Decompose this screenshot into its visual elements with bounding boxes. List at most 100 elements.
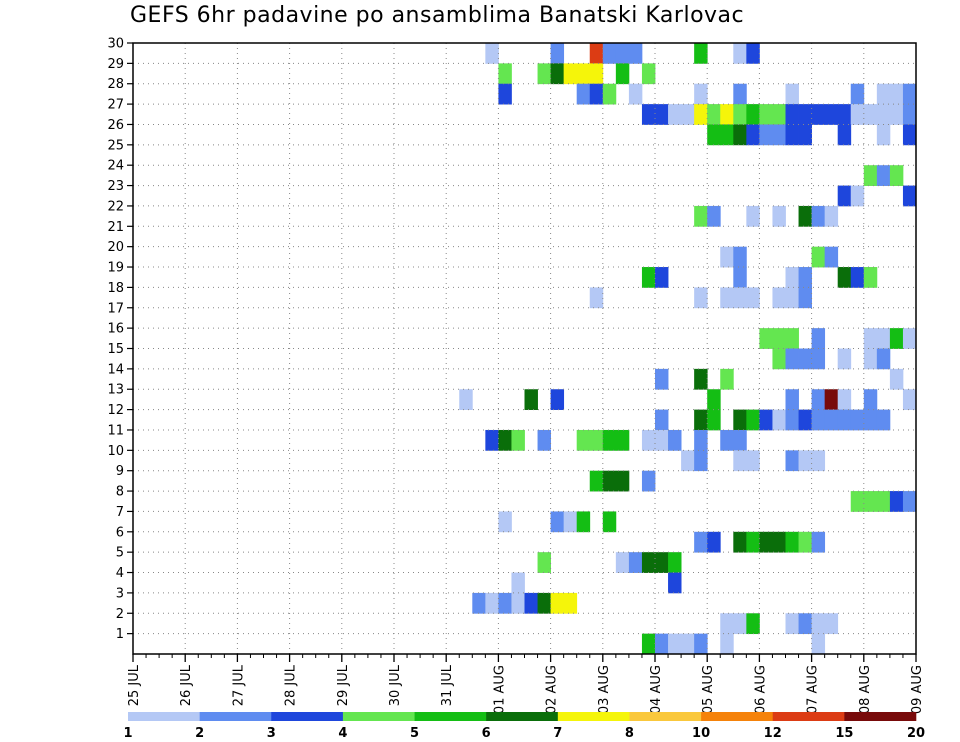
legend-swatch	[772, 712, 845, 721]
y-tick-label: 3	[116, 586, 124, 601]
heatmap-cell	[720, 613, 734, 635]
legend-swatch	[414, 712, 487, 721]
heatmap-cell	[824, 409, 839, 431]
heatmap-cell	[733, 287, 747, 309]
heatmap-cell	[694, 633, 708, 655]
heatmap-cell	[655, 267, 669, 288]
legend-swatch	[128, 712, 200, 721]
heatmap-cell	[707, 409, 721, 431]
heatmap-cell	[746, 43, 760, 64]
legend-label: 3	[267, 726, 276, 741]
heatmap-cell	[876, 104, 891, 125]
heatmap-cell	[759, 104, 773, 125]
heatmap-cell	[850, 267, 865, 288]
heatmap-cell	[733, 613, 747, 635]
heatmap-cell	[615, 552, 630, 573]
heatmap-cell	[863, 348, 878, 370]
heatmap-cell	[772, 531, 786, 553]
heatmap-cell	[785, 83, 799, 105]
heatmap-cell	[563, 63, 578, 85]
heatmap-cell	[746, 450, 760, 472]
heatmap-cell	[498, 429, 512, 451]
heatmap-cell	[889, 104, 904, 125]
heatmap-cell	[824, 205, 839, 227]
heatmap-cell	[772, 287, 786, 309]
heatmap-cell	[759, 409, 773, 431]
heatmap-cell	[863, 491, 878, 512]
heatmap-cell	[811, 205, 826, 227]
heatmap-cell	[498, 511, 512, 533]
x-tick-label: 01 AUG	[492, 665, 507, 714]
heatmap-cell	[785, 124, 799, 146]
heatmap-cell	[550, 511, 565, 533]
color-legend: 1 2 3 4 5 6 7 8 10 12 15 20	[123, 712, 925, 741]
heatmap-cell	[655, 552, 669, 573]
y-tick-label: 5	[116, 546, 124, 561]
heatmap-cell	[811, 531, 826, 553]
heatmap-cell	[602, 429, 617, 451]
y-tick-label: 10	[107, 444, 124, 459]
heatmap-cell	[576, 83, 591, 105]
heatmap-cell	[811, 389, 826, 410]
cells-layer	[459, 43, 917, 655]
heatmap-cell	[902, 389, 917, 410]
heatmap-cell	[863, 104, 878, 125]
x-tick-label: 29 JUL	[336, 664, 351, 706]
heatmap-cell	[889, 165, 904, 186]
y-tick-label: 24	[107, 159, 124, 174]
heatmap-cell	[602, 43, 617, 64]
heatmap-cell	[550, 63, 565, 85]
heatmap-cell	[811, 450, 826, 472]
heatmap-cell	[733, 429, 747, 451]
heatmap-cell	[785, 389, 799, 410]
y-tick-label: 15	[107, 342, 124, 357]
heatmap-cell	[798, 613, 812, 635]
heatmap-cell	[628, 83, 643, 105]
heatmap-cell	[811, 613, 826, 635]
heatmap-cell	[641, 633, 656, 655]
heatmap-cell	[694, 409, 708, 431]
x-tick-label: 08 AUG	[858, 665, 873, 714]
heatmap-cell	[798, 104, 812, 125]
heatmap-cell	[707, 104, 721, 125]
heatmap-cell	[902, 328, 917, 349]
heatmap-cell	[824, 613, 839, 635]
x-tick-label: 04 AUG	[649, 665, 664, 714]
heatmap-cell	[889, 368, 904, 390]
legend-label: 1	[123, 726, 132, 741]
heatmap-cell	[641, 104, 656, 125]
heatmap-cell	[876, 83, 891, 105]
heatmap-cell	[798, 124, 812, 146]
heatmap-cell	[589, 63, 604, 85]
heatmap-cell	[759, 124, 773, 146]
heatmap-cell	[798, 450, 812, 472]
heatmap-cell	[785, 348, 799, 370]
heatmap-cell	[681, 633, 695, 655]
heatmap-cell	[785, 328, 799, 349]
heatmap-cell	[811, 328, 826, 349]
heatmap-cell	[694, 429, 708, 451]
heatmap-cell	[837, 348, 852, 370]
legend-label: 10	[692, 726, 710, 741]
heatmap-cell	[668, 104, 682, 125]
heatmap-cell	[746, 104, 760, 125]
heatmap-cell	[733, 104, 747, 125]
heatmap-cell	[850, 104, 865, 125]
y-tick-label: 6	[116, 525, 124, 540]
heatmap-cell	[798, 348, 812, 370]
heatmap-cell	[641, 63, 656, 85]
heatmap-cell	[563, 511, 578, 533]
heatmap-cell	[811, 409, 826, 431]
heatmap-cell	[537, 592, 551, 614]
heatmap-cell	[772, 104, 786, 125]
heatmap-cell	[902, 185, 917, 207]
heatmap-cell	[863, 409, 878, 431]
heatmap-cell	[746, 409, 760, 431]
heatmap-cell	[902, 83, 917, 105]
y-tick-label: 11	[107, 423, 124, 438]
y-tick-label: 19	[107, 261, 124, 276]
heatmap-cell	[537, 63, 551, 85]
heatmap-cell	[628, 43, 643, 64]
heatmap-cell	[850, 185, 865, 207]
heatmap-cell	[863, 165, 878, 186]
